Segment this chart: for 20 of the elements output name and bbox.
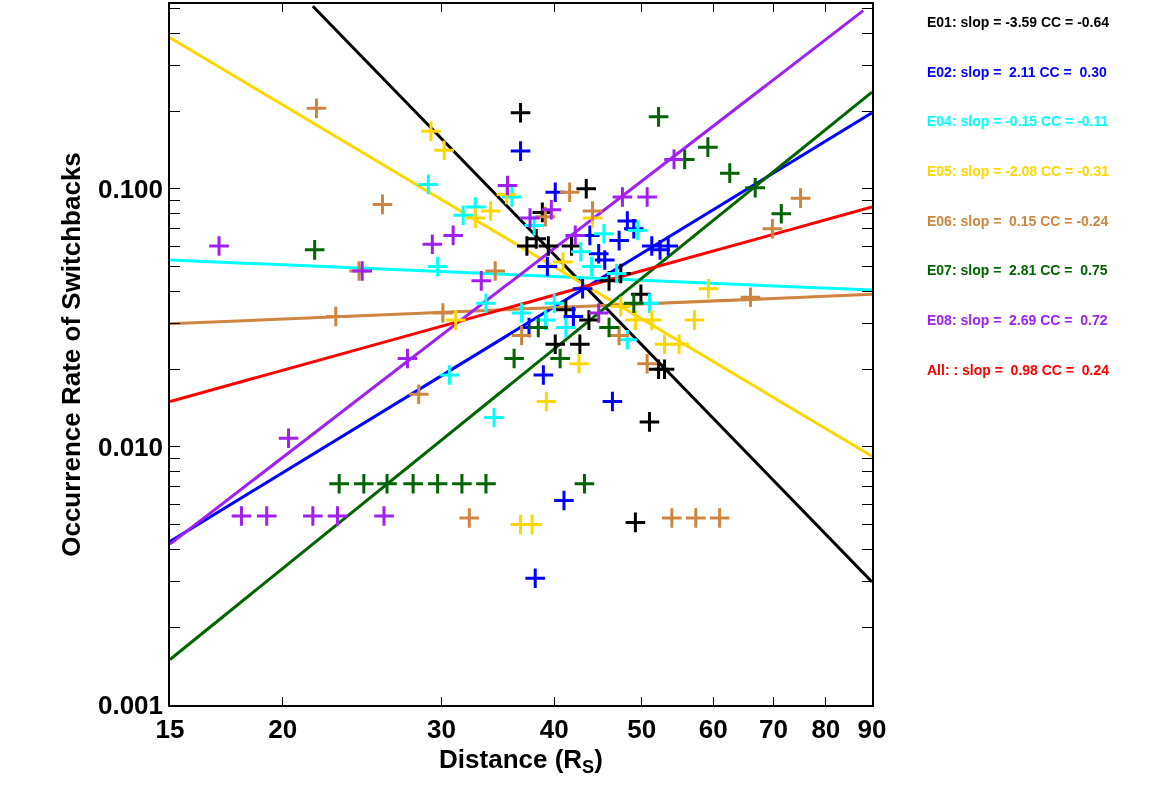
text: E01: slop = -3.59 CC = -0.64 [927, 14, 1110, 30]
x-tick-label: 30 [427, 713, 457, 744]
text: E07: slop = 2.81 CC = 0.75 [927, 262, 1108, 278]
x-tick-label: 20 [268, 713, 298, 744]
x-tick-label: 80 [811, 713, 841, 744]
y-tick-label: 0.100 [97, 173, 164, 204]
x-tick-label: 50 [627, 713, 657, 744]
text: E08: slop = 2.69 CC = 0.72 [927, 312, 1108, 328]
text: E05: slop = -2.08 CC = -0.31 [927, 163, 1110, 179]
y-axis-title: Occurrence Rate of Switchbacks [55, 152, 86, 557]
y-tick-label: 0.010 [97, 432, 164, 462]
x-tick-label: 60 [698, 713, 728, 744]
x-tick-label: 40 [539, 713, 569, 744]
text: All: : slop = 0.98 CC = 0.24 [927, 362, 1110, 378]
text: E06: slop = 0.15 CC = -0.24 [927, 213, 1109, 229]
x-axis-title: Distance (R$_{S}$) [439, 743, 603, 778]
text: E04: slop = -0.15 CC = -0.11 [927, 113, 1109, 129]
text: E02: slop = 2.11 CC = 0.30 [927, 64, 1107, 80]
x-tick-label: 70 [759, 713, 788, 744]
x-tick-label: 90 [857, 713, 887, 744]
